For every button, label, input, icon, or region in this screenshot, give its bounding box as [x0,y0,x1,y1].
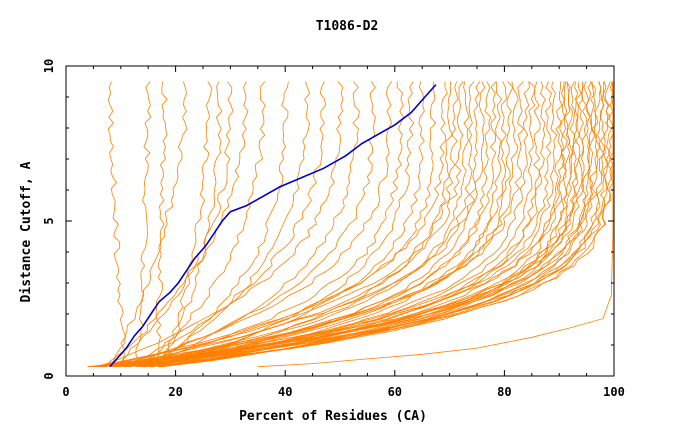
series-line [144,81,360,368]
series-line [125,81,404,368]
x-tick-label: 20 [168,385,182,399]
y-tick-label: 10 [42,59,56,73]
series-line [115,81,607,368]
highlight-series-line [109,84,437,368]
series-line [88,81,593,368]
series-line [94,81,486,368]
series-line [151,81,289,368]
series-line [159,81,596,368]
axes: 0 20 40 60 80 100 0 5 10 [42,59,625,399]
x-axis-label: Percent of Residues (CA) [239,409,427,424]
series-line [122,81,326,368]
series-line [161,81,541,368]
series-line [87,81,582,368]
series-line [93,81,584,368]
series-line [102,81,599,368]
series-line [128,81,558,368]
x-tick-label: 0 [62,385,69,399]
series-line [123,81,552,368]
series-line [146,81,530,368]
x-tick-label: 80 [497,385,511,399]
series-line [159,81,223,367]
series-line [153,81,168,367]
series-line [145,81,311,368]
series-line [257,81,614,368]
series-line [158,81,212,367]
y-tick-label: 5 [42,217,56,224]
series-line [111,81,188,367]
y-axis-label: Distance Cutoff, A [19,161,34,302]
series-line [97,81,459,368]
series-line [125,81,591,368]
series-line [110,81,464,368]
series-line [96,81,344,368]
series-line [161,81,415,368]
series-line [140,81,492,368]
series-line [112,81,519,368]
series-line [102,81,609,368]
series-line [161,81,503,368]
series-line [150,81,507,368]
series-line [145,81,453,368]
series-line [101,81,514,368]
series-line [116,81,234,367]
series-line [114,81,536,368]
x-tick-label: 60 [388,385,402,399]
x-tick-label: 100 [603,385,625,399]
series-line [105,81,249,367]
series-line [89,81,568,368]
series-lines [87,81,614,368]
series-line [107,81,127,367]
series-line [135,81,497,368]
series-line [126,81,376,368]
series-line [152,81,425,368]
series-line [99,81,448,368]
series-line [149,81,612,368]
series-line [104,81,588,368]
series-line [119,81,470,368]
y-tick-label: 0 [42,372,56,379]
x-tick-label: 40 [278,385,292,399]
series-line [135,81,152,367]
series-line [99,81,525,368]
series-line [140,81,266,368]
chart-title: T1086-D2 [316,19,379,34]
